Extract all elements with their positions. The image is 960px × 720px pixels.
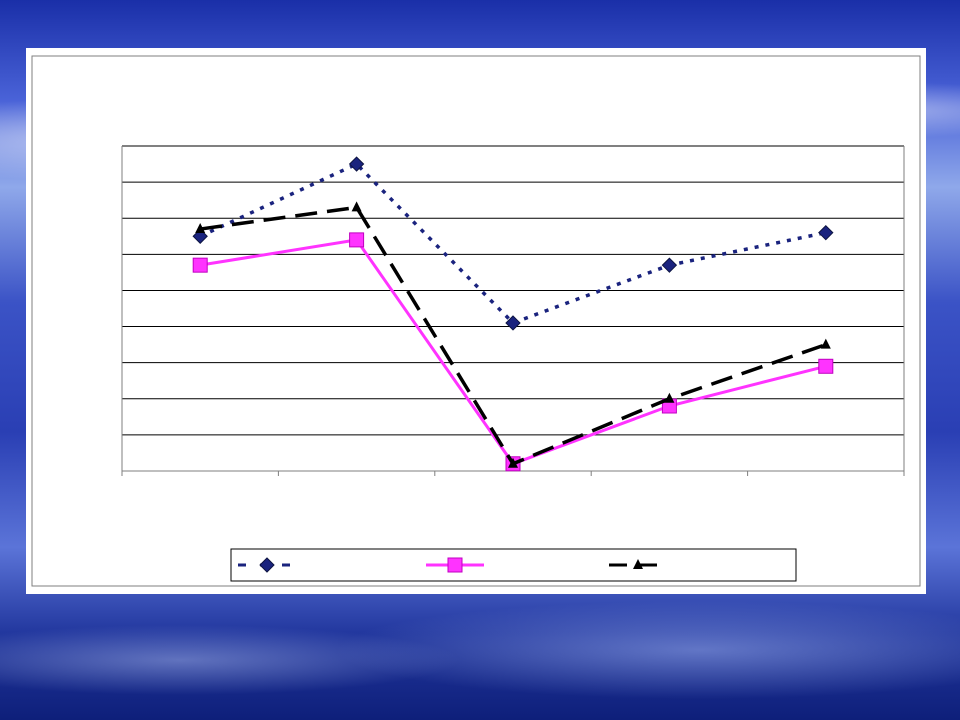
series-3: [195, 201, 831, 468]
series-3-point: [664, 392, 675, 403]
series-1-point: [818, 224, 834, 241]
legend-key-marker: [259, 557, 275, 573]
series-3-point: [351, 201, 362, 212]
series-2-point: [818, 358, 834, 374]
series-3-point: [195, 223, 206, 234]
legend-key-marker: [447, 557, 463, 573]
series-3-line: [199, 205, 827, 466]
axes: [121, 146, 905, 476]
series-1: [192, 156, 834, 331]
legend: [230, 548, 797, 582]
chart-border: [31, 55, 921, 587]
series-2-line: [199, 238, 827, 466]
series-3-point: [820, 338, 831, 349]
series-3-point: [508, 457, 518, 468]
series-1-point: [348, 156, 365, 172]
legend-box: [230, 548, 797, 582]
legend-key-marker: [633, 559, 643, 569]
series-1-point: [505, 315, 521, 331]
series-1-line: [199, 161, 827, 325]
series-1-point: [661, 257, 678, 273]
series-2-point: [192, 257, 208, 273]
chart-panel: [26, 48, 926, 594]
gridlines: [122, 145, 905, 471]
line-chart: [31, 55, 921, 587]
series-lines: [192, 156, 834, 472]
series-2-point: [349, 232, 365, 248]
